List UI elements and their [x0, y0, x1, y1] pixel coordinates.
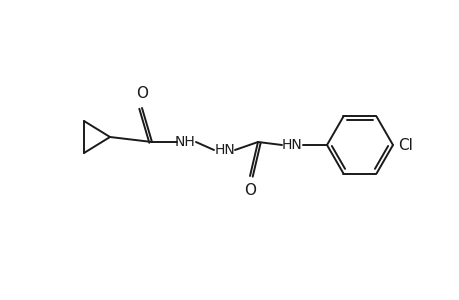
Text: HN: HN: [281, 138, 302, 152]
Text: O: O: [243, 183, 256, 198]
Text: O: O: [136, 86, 148, 101]
Text: NH: NH: [174, 135, 195, 149]
Text: HN: HN: [214, 143, 235, 157]
Text: Cl: Cl: [397, 137, 412, 152]
